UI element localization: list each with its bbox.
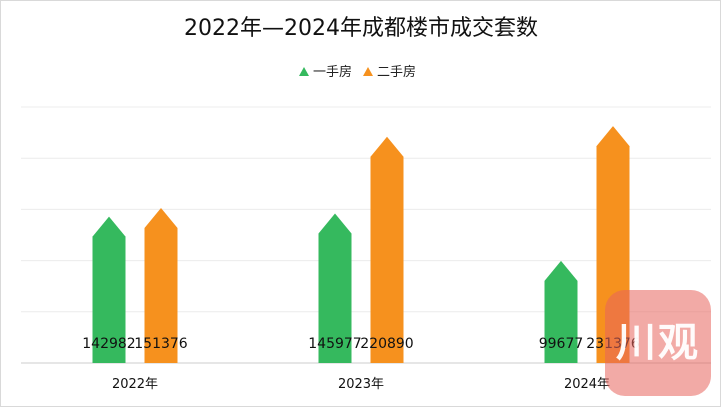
bar-new-2 [318, 213, 352, 363]
data-label: 99677 [539, 336, 584, 352]
chart-title: 2022年—2024年成都楼市成交套数 [184, 16, 538, 41]
bar-new-3 [544, 260, 578, 363]
legend-marker-2-icon [363, 67, 373, 76]
bar-new-1 [92, 216, 126, 363]
legend-label-2: 二手房 [377, 64, 416, 80]
bar-resale-2 [370, 136, 404, 363]
data-label: 220890 [360, 336, 413, 352]
bars [92, 126, 630, 363]
legend-label-1: 一手房 [313, 64, 352, 80]
bar-resale-1 [144, 207, 178, 363]
x-axis: 2022年 2023年 2024年 [112, 377, 610, 392]
x-tick-label: 2024年 [564, 377, 610, 392]
x-tick-label: 2022年 [112, 377, 158, 392]
data-label: 151376 [134, 336, 188, 352]
legend-marker-1-icon [299, 67, 309, 76]
watermark-logo: 川观 [605, 290, 711, 396]
data-label: 142982 [82, 336, 135, 352]
legend: 一手房 二手房 [299, 64, 416, 80]
grid-lines [21, 106, 711, 364]
data-label: 145977 [308, 336, 361, 352]
x-tick-label: 2023年 [338, 377, 384, 392]
data-labels: 14298215137614597722089099677231376 [82, 336, 640, 352]
